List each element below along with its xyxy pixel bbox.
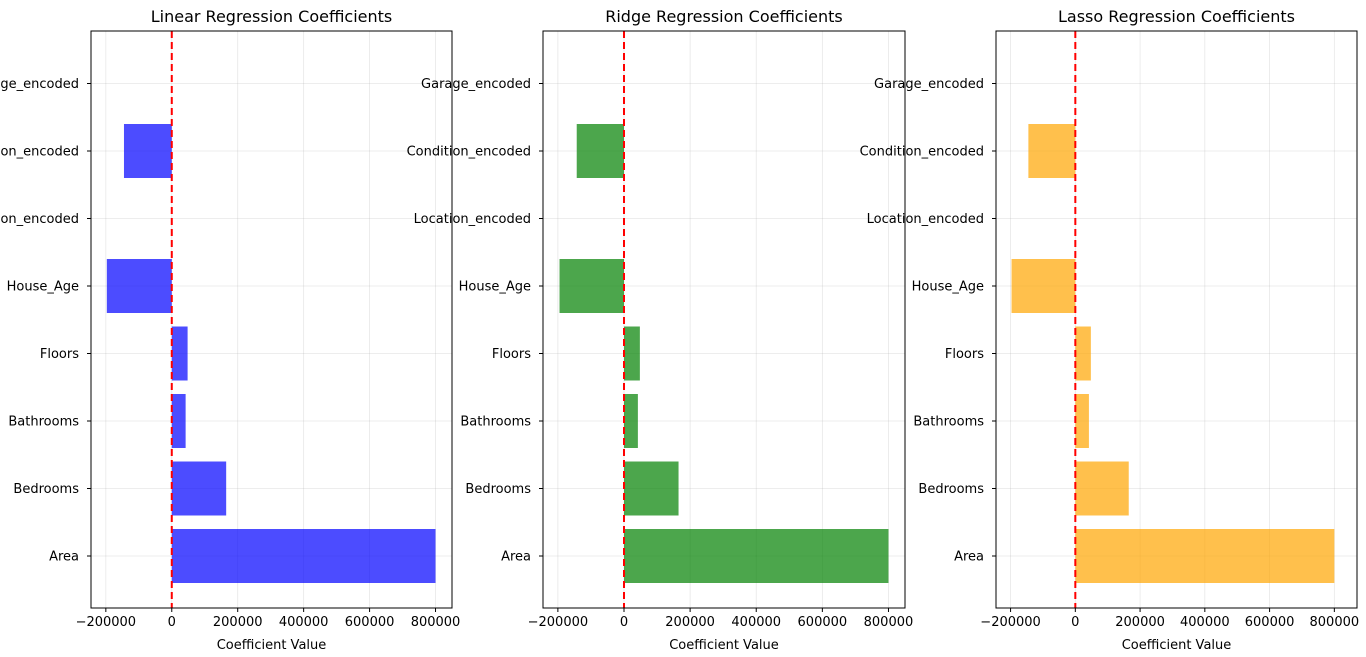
bar-bathrooms <box>623 394 638 448</box>
bar-bathrooms <box>1075 394 1089 448</box>
axes-frame <box>542 30 906 609</box>
x-axis-label: Coefficient Value <box>1122 638 1232 653</box>
bar-bedrooms <box>623 461 679 516</box>
y-tick-label: Condition_encoded <box>0 145 79 160</box>
x-tick-label: 600000 <box>1245 615 1295 630</box>
chart-title: Ridge Regression Coefficients <box>605 7 843 26</box>
x-tick-label: −200000 <box>980 615 1041 630</box>
bar-area <box>1075 529 1335 583</box>
x-tick-label: −200000 <box>528 615 589 630</box>
x-tick-label: 0 <box>620 615 628 630</box>
x-axis-label: Coefficient Value <box>217 638 327 653</box>
y-tick-label: Garage_encoded <box>0 77 79 92</box>
bar-condition-encoded <box>576 124 624 178</box>
y-tick-label: Floors <box>945 347 984 362</box>
y-tick-label: Condition_encoded <box>860 145 984 160</box>
bar-house-age <box>1011 259 1076 313</box>
x-tick-label: 600000 <box>345 615 395 630</box>
bar-house-age <box>559 259 624 313</box>
x-tick-label: 0 <box>168 615 176 630</box>
y-tick-label: House_Age <box>912 280 984 295</box>
y-tick-label: Garage_encoded <box>874 77 984 92</box>
y-tick-label: Location_encoded <box>0 212 79 227</box>
y-tick-label: Location_encoded <box>867 212 984 227</box>
chart-panel-1: −200000 0 200000 400000 600000 800000 Area Bedr… <box>0 7 460 653</box>
chart-title: Linear Regression Coefficients <box>151 7 393 26</box>
y-tick-label: Bathrooms <box>913 415 984 430</box>
x-tick-label: 0 <box>1071 615 1079 630</box>
y-tick-label: Bedrooms <box>13 482 79 497</box>
y-tick-label: Area <box>954 550 984 565</box>
y-tick-label: House_Age <box>459 280 531 295</box>
bar-floors <box>171 326 188 381</box>
y-tick-label: House_Age <box>7 280 79 295</box>
x-tick-label: 800000 <box>411 615 461 630</box>
x-tick-label: 200000 <box>213 615 263 630</box>
x-tick-label: 600000 <box>798 615 848 630</box>
x-tick-label: 800000 <box>864 615 914 630</box>
axes-frame <box>995 30 1358 609</box>
bar-floors <box>623 326 640 381</box>
bar-area <box>171 529 436 583</box>
y-tick-label: Bedrooms <box>465 482 531 497</box>
bar-bedrooms <box>1075 461 1129 516</box>
y-tick-label: Floors <box>492 347 531 362</box>
x-axis-label: Coefficient Value <box>669 638 779 653</box>
chart-panel-3: −200000 0 200000 400000 600000 800000 Area Bedr… <box>860 7 1360 653</box>
x-tick-label: 400000 <box>279 615 329 630</box>
x-tick-label: −200000 <box>76 615 137 630</box>
x-tick-label: 200000 <box>665 615 715 630</box>
y-tick-label: Area <box>49 550 79 565</box>
y-tick-label: Bathrooms <box>460 415 531 430</box>
x-tick-label: 200000 <box>1115 615 1165 630</box>
bar-area <box>623 529 889 583</box>
x-tick-label: 400000 <box>731 615 781 630</box>
x-tick-label: 800000 <box>1310 615 1360 630</box>
bar-condition-encoded <box>1028 124 1076 178</box>
y-tick-label: Garage_encoded <box>421 77 531 92</box>
y-tick-label: Area <box>501 550 531 565</box>
y-tick-label: Floors <box>40 347 79 362</box>
chart-panel-2: −200000 0 200000 400000 600000 800000 Area Bedr… <box>407 7 914 653</box>
axes-frame <box>90 30 453 609</box>
y-tick-label: Bathrooms <box>8 415 79 430</box>
x-tick-label: 400000 <box>1180 615 1230 630</box>
y-tick-label: Bedrooms <box>918 482 984 497</box>
bar-bathrooms <box>171 394 186 448</box>
y-tick-label: Location_encoded <box>414 212 531 227</box>
bar-floors <box>1075 326 1091 381</box>
y-tick-label: Condition_encoded <box>407 145 531 160</box>
bar-house-age <box>106 259 172 313</box>
bar-bedrooms <box>171 461 227 516</box>
chart-title: Lasso Regression Coefficients <box>1058 7 1295 26</box>
bar-condition-encoded <box>123 124 172 178</box>
